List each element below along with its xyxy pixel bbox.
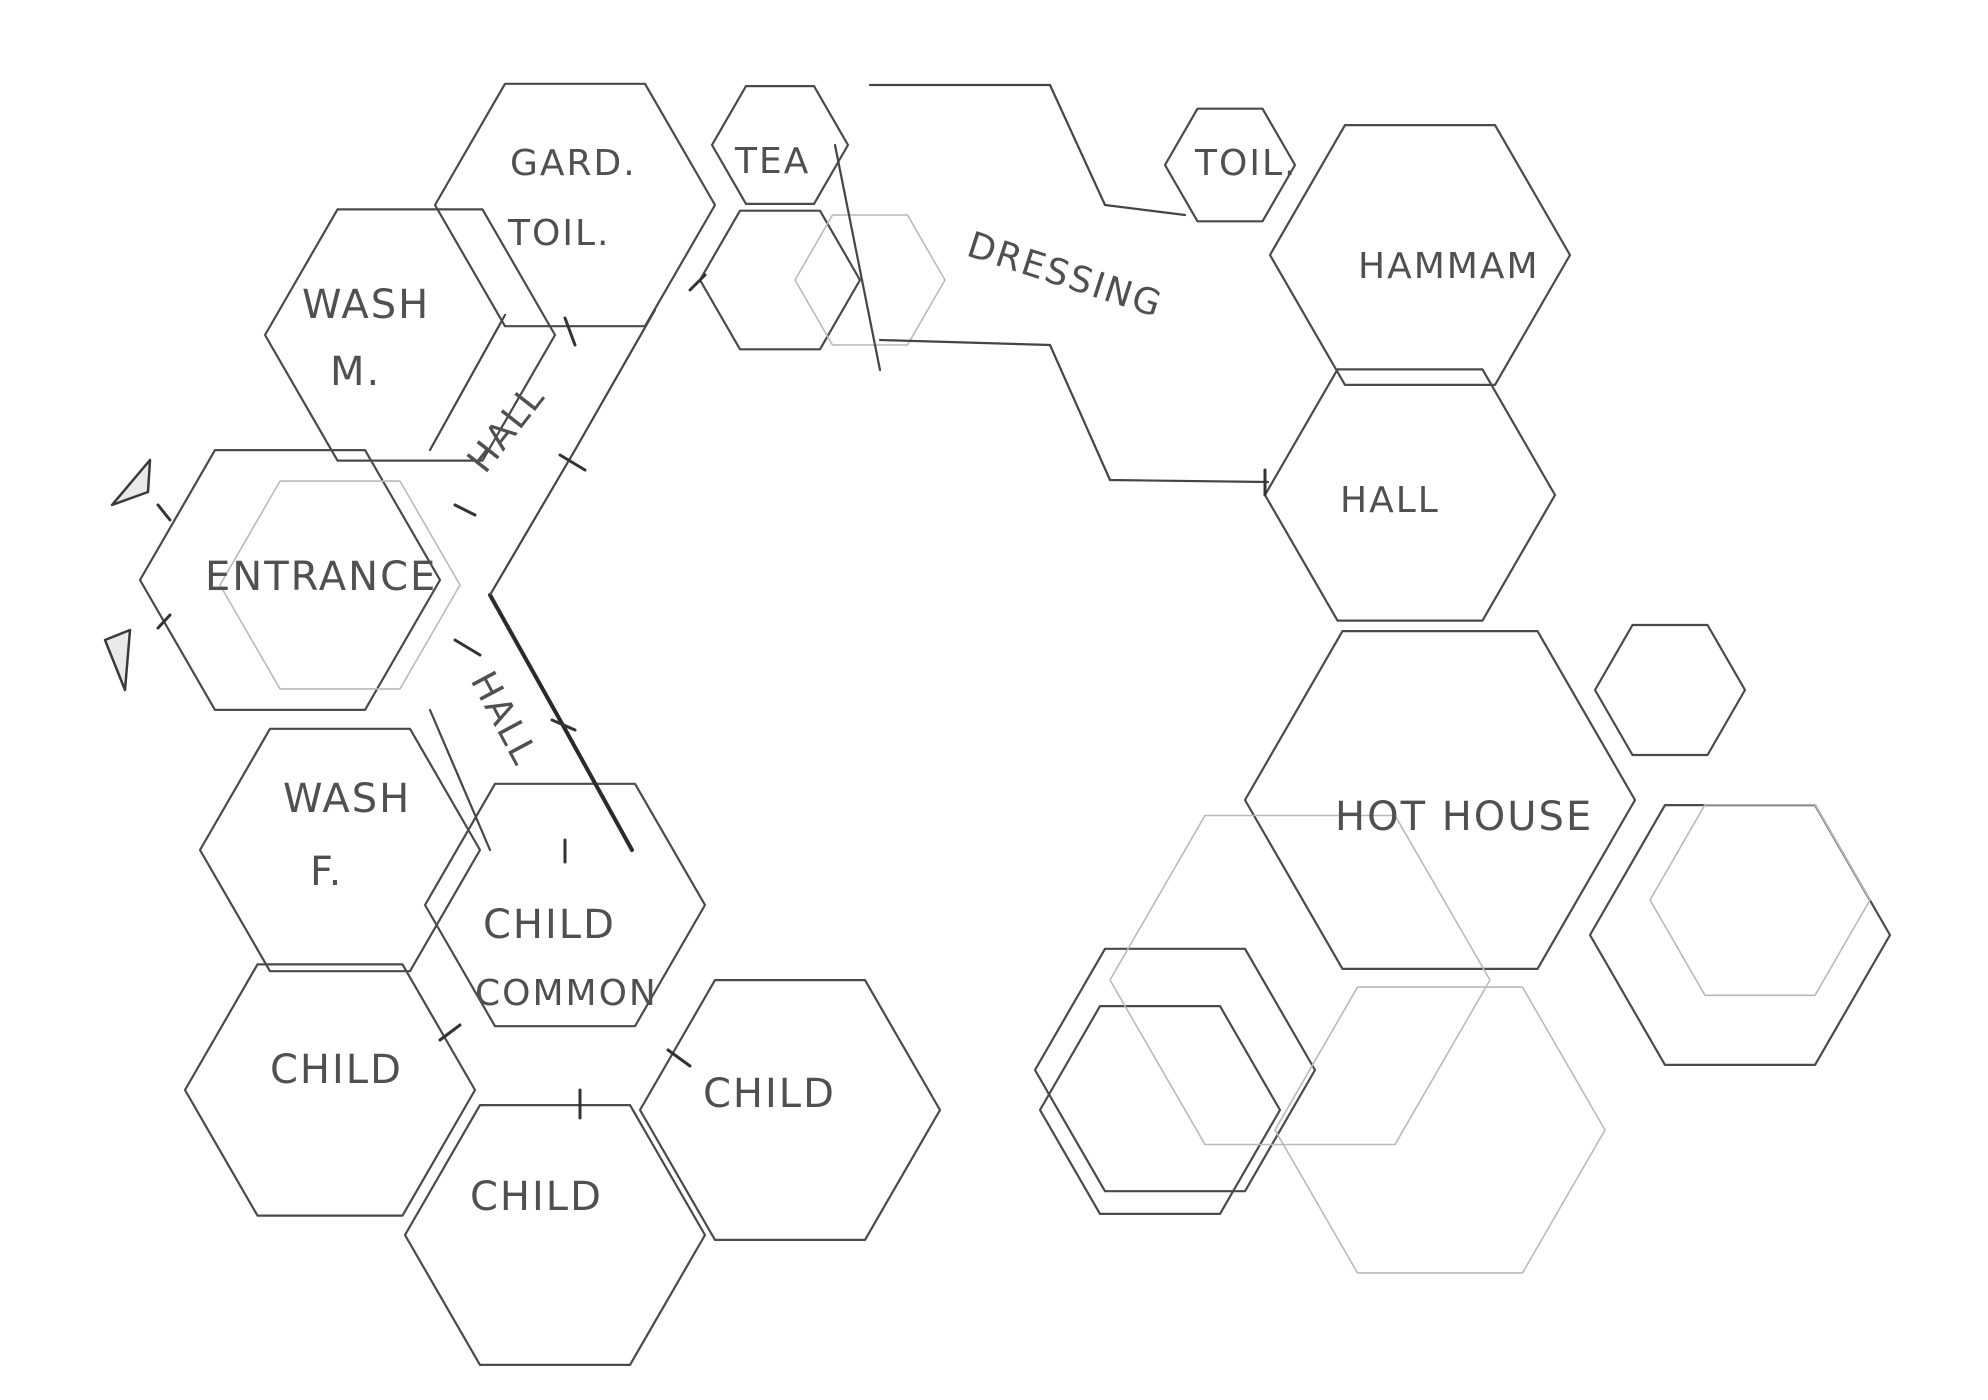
door-mark <box>558 453 587 472</box>
hall-upper-inner-wall <box>428 313 507 452</box>
entry-markers <box>103 458 152 692</box>
gard-toil-cell <box>433 82 717 328</box>
annex-ghost-cell <box>1649 803 1871 997</box>
room-label-wash-m: WASH <box>302 282 430 328</box>
south-west-ghost-cell <box>1109 814 1491 1146</box>
lobby-cell <box>698 209 862 351</box>
door-mark <box>563 316 577 347</box>
room-label-gard-toil: TOIL. <box>507 213 610 254</box>
hall-lower-outer-wall <box>488 593 634 852</box>
toil-cell <box>1163 107 1297 223</box>
door-marks <box>156 273 1267 1120</box>
door-mark <box>453 638 482 657</box>
room-label-hall-upper: HALL <box>460 377 554 481</box>
room-label-child-common-sub: COMMON <box>475 973 658 1014</box>
wash-f-cell <box>198 727 482 973</box>
entrance-ghost-cell <box>219 480 461 690</box>
child-common-cell <box>423 782 707 1028</box>
door-mark <box>156 613 172 630</box>
room-label-hall-lower: HALL <box>462 665 545 772</box>
hall-lower-inner-wall <box>428 708 492 852</box>
west-annex-inner-cell <box>1038 1004 1282 1216</box>
dressing-corridor-bottom-wall <box>878 338 1270 484</box>
hex-cells <box>138 82 1892 1367</box>
door-mark <box>156 503 172 522</box>
door-mark <box>688 273 707 292</box>
entrance-cell <box>138 449 442 712</box>
room-label-child-right: CHILD <box>703 1071 836 1117</box>
room-label-wash-f-sub: F. <box>310 849 343 895</box>
west-annex-cell <box>1033 947 1317 1193</box>
dressing-corridor-top-wall <box>868 83 1187 217</box>
door-mark <box>438 1023 462 1042</box>
room-label-wash-m-sub: M. <box>330 349 381 395</box>
tea-cell <box>710 84 850 205</box>
room-label-hall-right: HALL <box>1340 480 1440 521</box>
corridor-walls <box>428 83 1270 852</box>
door-mark <box>550 718 577 732</box>
room-label-hot-house: HOT HOUSE <box>1335 794 1593 840</box>
room-label-toil: TOIL. <box>1194 143 1297 184</box>
ghost-cell <box>794 214 946 346</box>
door-mark <box>453 503 477 517</box>
child-left-cell <box>183 963 477 1217</box>
room-label-child-common: CHILD <box>483 902 616 948</box>
room-label-gard: GARD. <box>510 143 637 184</box>
hall-upper-outer-wall <box>488 308 657 597</box>
room-label-hammam: HAMMAM <box>1358 246 1540 287</box>
entry-arrow-top <box>110 458 152 507</box>
hot-house-cell <box>1243 629 1637 971</box>
child-right-cell <box>638 978 942 1242</box>
room-labels: GARD. TOIL. TEA DRESSING TOIL. HAMMAM WA… <box>205 141 1593 1220</box>
entry-arrow-bottom <box>103 628 132 692</box>
small-annex-cell <box>1593 623 1747 757</box>
child-bottom-cell <box>403 1103 707 1367</box>
room-label-wash-f: WASH <box>283 776 411 822</box>
wash-m-cell <box>263 208 557 462</box>
room-label-child-bottom: CHILD <box>470 1174 603 1220</box>
door-mark <box>666 1048 692 1068</box>
hammam-cell <box>1268 123 1572 386</box>
room-label-dressing: DRESSING <box>962 225 1167 327</box>
annex-lower-cell <box>1588 803 1892 1067</box>
room-label-entrance: ENTRANCE <box>205 554 437 600</box>
room-label-child-left: CHILD <box>270 1047 403 1093</box>
room-label-tea: TEA <box>734 141 810 182</box>
south-ghost-cell <box>1274 986 1606 1274</box>
dressing-corridor-end <box>833 143 882 372</box>
